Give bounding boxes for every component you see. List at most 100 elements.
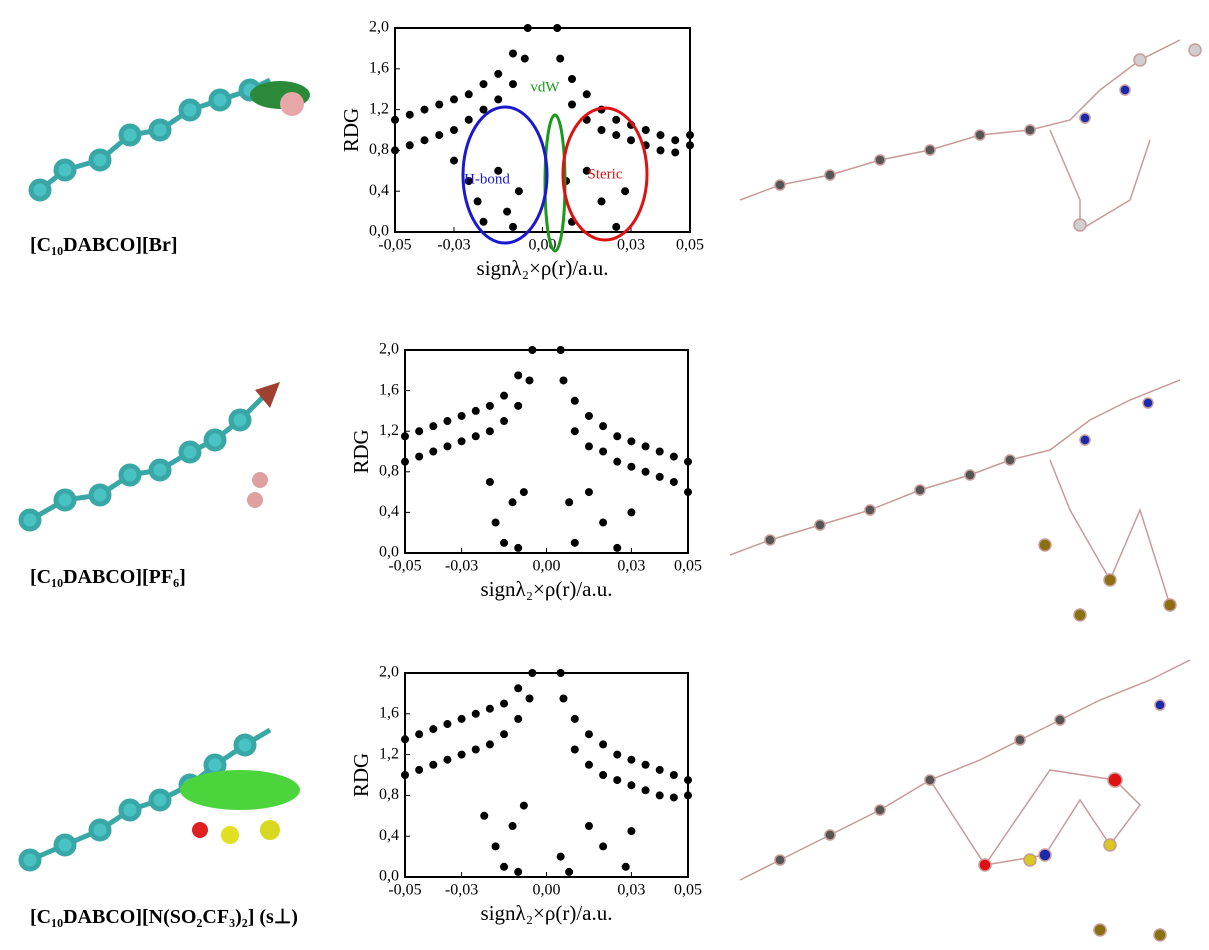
y-tick-label: 0,8 <box>379 462 399 479</box>
scatter-point <box>415 730 424 739</box>
y-tick-label: 1,6 <box>379 704 399 721</box>
x-axis-label: signλ₂×ρ(r)/a.u. <box>481 901 613 925</box>
scatter-point <box>514 543 523 552</box>
x-tick-label: 0,05 <box>674 558 702 575</box>
y-tick-label: 0,0 <box>379 868 399 885</box>
x-tick-label: -0,03 <box>445 882 478 899</box>
y-tick-label: 1,2 <box>379 422 399 439</box>
scatter-point <box>582 166 591 175</box>
scatter-point <box>405 110 414 119</box>
scatter-point <box>597 126 606 134</box>
scatter-point <box>656 146 665 155</box>
scatter-point <box>671 148 680 157</box>
scatter-point <box>479 80 488 89</box>
scatter-point <box>435 100 444 109</box>
scatter-point <box>565 867 574 876</box>
scatter-point <box>471 745 480 754</box>
molecule-model <box>28 77 310 202</box>
scatter-point <box>525 376 534 385</box>
scatter-point <box>669 477 678 486</box>
scatter-point <box>570 396 579 405</box>
y-tick-label: 1,6 <box>369 59 389 76</box>
x-tick-label: 0,00 <box>533 558 561 575</box>
scatter-point <box>509 80 517 89</box>
plot-frame <box>404 672 689 878</box>
x-tick-label: 0,03 <box>617 558 645 575</box>
scatter-point <box>627 755 636 764</box>
scatter-point <box>509 49 517 58</box>
scatter-point <box>514 867 523 876</box>
scatter-point <box>471 406 480 415</box>
scatter-point <box>641 126 650 134</box>
scatter-point <box>599 518 608 527</box>
scatter-point <box>473 197 482 206</box>
scatter-point <box>500 417 509 426</box>
scatter-point <box>584 442 593 451</box>
scatter-point <box>613 432 622 441</box>
scatter-point <box>443 442 452 451</box>
region-outline <box>461 105 549 245</box>
scatter-point <box>508 822 517 830</box>
x-tick-label: 0,05 <box>676 237 704 254</box>
y-tick-label: 2,0 <box>369 19 389 36</box>
scatter-point <box>627 462 636 471</box>
scatter-point <box>480 811 489 820</box>
scatter-point <box>599 842 608 851</box>
plot-frame <box>404 349 689 554</box>
molecule-model <box>18 727 300 872</box>
scatter-point <box>584 760 593 769</box>
scatter-point <box>471 709 480 718</box>
scatter-point <box>443 417 452 426</box>
scatter-point <box>641 467 650 476</box>
scatter-point <box>514 684 523 693</box>
scatter-point <box>415 427 424 436</box>
scatter-point <box>627 437 636 446</box>
annotation: Steric <box>588 166 623 182</box>
scatter-point <box>669 793 678 802</box>
scatter-point <box>641 442 650 451</box>
x-tick-label: -0,05 <box>378 237 411 254</box>
x-tick-label: 0,05 <box>674 882 702 899</box>
y-tick-label: 2,0 <box>379 341 399 358</box>
scatter-point <box>485 477 494 486</box>
molecule-label: [C₁₀DABCO][N(SO₂CF₃)₂] (s⊥) <box>30 906 298 928</box>
scatter-point <box>655 472 664 481</box>
scatter-point <box>525 694 534 703</box>
scatter-point <box>415 452 424 461</box>
scatter-point <box>443 755 452 764</box>
scatter-point <box>457 714 466 723</box>
scatter-point <box>570 427 579 436</box>
scatter-point <box>669 771 678 779</box>
scatter-point <box>514 371 523 380</box>
scatter-point <box>429 760 438 769</box>
y-tick-label: 2,0 <box>379 664 399 681</box>
scatter-point <box>464 90 473 99</box>
scatter-point <box>464 115 473 124</box>
y-tick-label: 1,2 <box>369 100 389 117</box>
scatter-point <box>656 131 665 140</box>
scatter-point <box>599 740 608 749</box>
scatter-point <box>500 730 509 739</box>
molecule-label: [C₁₀DABCO][PF₆] <box>30 566 186 588</box>
molecule-model <box>18 382 280 532</box>
scatter-point <box>405 141 414 150</box>
scatter-point <box>627 508 636 517</box>
scatter-point <box>570 538 579 547</box>
scatter-point <box>613 457 622 466</box>
scatter-point <box>450 95 458 104</box>
scatter-point <box>435 131 444 140</box>
x-tick-label: -0,03 <box>445 558 478 575</box>
scatter-point <box>559 376 568 385</box>
scatter-point <box>429 725 438 734</box>
scatter-point <box>457 750 466 759</box>
scatter-point <box>584 822 593 830</box>
scatter-point <box>494 95 503 104</box>
scatter-point <box>485 740 494 749</box>
region-outline <box>543 113 567 253</box>
x-tick-label: 0,00 <box>533 882 561 899</box>
scatter-point <box>669 452 678 461</box>
scatter-point <box>519 801 528 810</box>
scatter-point <box>479 217 488 226</box>
scatter-point <box>582 90 591 99</box>
scatter-point <box>568 75 576 83</box>
